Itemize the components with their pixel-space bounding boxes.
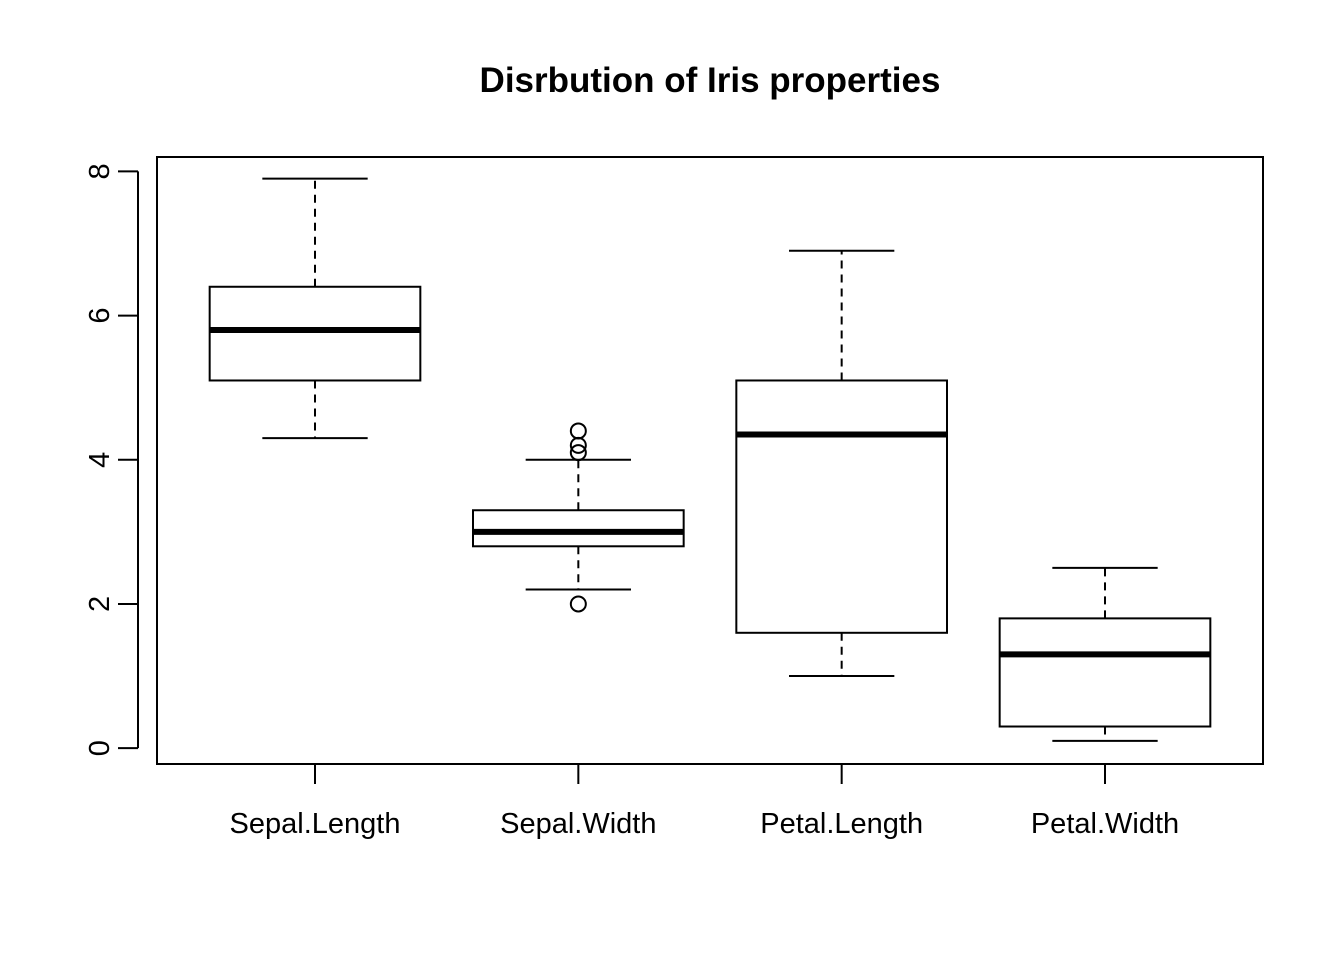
chart-title: Disrbution of Iris properties — [480, 61, 941, 100]
x-tick-label: Sepal.Length — [230, 808, 401, 840]
box-petal-width — [998, 566, 1212, 742]
y-tick-label: 6 — [84, 308, 116, 324]
outlier-point — [569, 444, 587, 462]
box-sepal-length — [208, 177, 422, 440]
box-iqr — [472, 509, 685, 548]
y-tick-label: 2 — [84, 596, 116, 612]
y-axis: 0 2 4 6 8 — [84, 163, 139, 756]
x-tick-label: Petal.Width — [1031, 808, 1179, 840]
x-axis: Sepal.Length Sepal.Width Petal.Length Petal… — [230, 764, 1179, 840]
box-petal-length — [735, 249, 948, 678]
box-sepal-width — [472, 422, 685, 613]
box-iqr — [998, 617, 1212, 728]
outlier-point — [569, 436, 587, 454]
y-tick-label: 4 — [84, 452, 116, 468]
y-tick-label: 8 — [84, 163, 116, 179]
box-iqr — [208, 285, 422, 382]
x-tick-label: Sepal.Width — [500, 808, 656, 840]
outlier-point — [569, 422, 587, 440]
box-group — [208, 177, 1212, 742]
x-tick-label: Petal.Length — [760, 808, 923, 840]
plot-frame — [156, 156, 1264, 765]
y-tick-label: 0 — [84, 740, 116, 756]
box-iqr — [735, 379, 948, 634]
outlier-point — [569, 595, 587, 613]
